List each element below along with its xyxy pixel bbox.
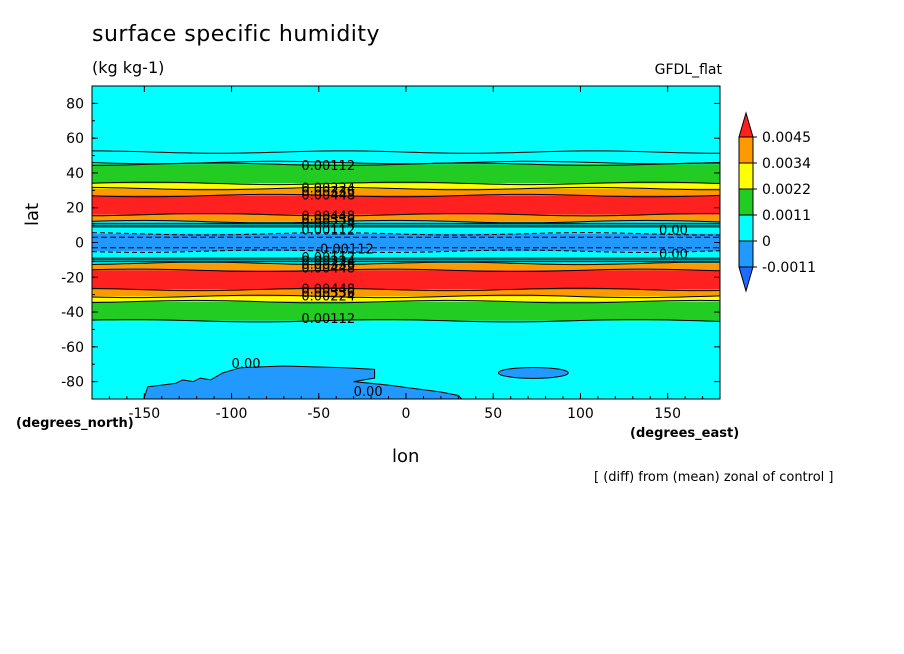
contour-line-12 xyxy=(91,287,721,292)
chart-units: (kg kg-1) xyxy=(92,58,165,77)
x-tick-label-4: 50 xyxy=(484,406,502,422)
contour-line-9 xyxy=(91,249,721,253)
colorbar-label-2: 0.0022 xyxy=(762,182,811,198)
contour-label-10: 0.00224 xyxy=(301,255,355,270)
contour-label-14: 0.00336 xyxy=(301,286,355,301)
contour-label-18: 0.00 xyxy=(354,385,383,400)
contour-line-5 xyxy=(91,193,721,198)
contour-label-20: 0.00 xyxy=(659,248,688,263)
contour-label-1: 0.00224 xyxy=(301,182,355,197)
colorbar-label-5: -0.0011 xyxy=(762,260,816,276)
band-13 xyxy=(92,296,720,302)
contour-line-2 xyxy=(92,162,720,166)
contour-label-16: 0.00112 xyxy=(301,312,355,327)
band-8 xyxy=(92,233,720,252)
x-axis-units: (degrees_east) xyxy=(630,426,740,441)
x-tick-label-3: 0 xyxy=(402,406,411,422)
y-tick-label-0: -80 xyxy=(61,375,84,391)
colorbar-label-4: 0 xyxy=(762,234,771,250)
band-0 xyxy=(92,86,720,153)
contour-line-11 xyxy=(91,268,721,272)
x-axis-label: lon xyxy=(392,446,420,467)
contour-line-10 xyxy=(91,261,720,266)
y-tick-label-4: 0 xyxy=(75,236,84,252)
contour-line-7 xyxy=(91,219,721,224)
x-tick-label-1: -100 xyxy=(216,406,248,422)
band-14 xyxy=(92,301,720,321)
band-6 xyxy=(92,214,720,222)
colorbar-segment-1 xyxy=(738,136,754,164)
contour-label-12: 0.00448 xyxy=(301,262,355,277)
y-tick-label-7: 60 xyxy=(66,131,84,147)
y-tick-label-5: 20 xyxy=(66,201,84,217)
contour-line-15 xyxy=(91,319,721,323)
contour-label-0: 0.00112 xyxy=(301,159,355,174)
x-tick-label-6: 150 xyxy=(654,406,681,422)
x-tick-label-0: -150 xyxy=(128,406,160,422)
contour-label-8: -0.00112 xyxy=(315,242,373,257)
chart-title: surface specific humidity xyxy=(92,22,381,47)
contour-label-6: 0.00224 xyxy=(301,216,355,231)
colorbar-segment-5 xyxy=(738,240,754,268)
colorbar-label-1: 0.0034 xyxy=(762,156,811,172)
band-11 xyxy=(92,270,720,290)
contour-label-4: 0.00448 xyxy=(301,209,355,224)
y-axis-units: (degrees_north) xyxy=(16,416,134,431)
contour-line-4 xyxy=(91,186,720,191)
small-negative-region xyxy=(497,366,569,379)
colorbar-label-3: 0.0011 xyxy=(762,208,811,224)
y-tick-label-2: -40 xyxy=(61,305,84,321)
colorbar-segment-3 xyxy=(738,188,754,216)
contour-line-13 xyxy=(91,294,721,299)
y-tick-label-8: 80 xyxy=(66,96,84,112)
y-tick-label-1: -60 xyxy=(61,340,84,356)
contour-label-5: 0.00336 xyxy=(301,213,355,228)
contour-label-2: 0.00336 xyxy=(301,185,355,200)
x-tick-label-2: -50 xyxy=(307,406,330,422)
x-tick-label-5: 100 xyxy=(567,406,594,422)
contour-line-3 xyxy=(91,181,721,186)
colorbar-top-triangle xyxy=(738,111,754,138)
y-tick-label-6: 40 xyxy=(66,166,84,182)
colorbar-bottom-triangle xyxy=(738,266,754,293)
diff-note: [ (diff) from (mean) zonal of control ] xyxy=(594,470,834,485)
contour-label-15: 0.00224 xyxy=(301,289,355,304)
band-5 xyxy=(92,195,720,215)
band-3 xyxy=(92,183,720,189)
band-10 xyxy=(92,263,720,271)
band-4 xyxy=(92,188,720,196)
contour-label-7: 0.00112 xyxy=(301,223,355,238)
contour-label-19: 0.00 xyxy=(659,223,688,238)
band-2 xyxy=(92,164,720,184)
contour-label-11: 0.00336 xyxy=(301,258,355,273)
contour-line-8 xyxy=(91,232,720,236)
contour-label-17: 0.00 xyxy=(232,357,261,372)
contour-label-3: 0.00448 xyxy=(301,189,355,204)
south-pole-negative-region xyxy=(143,365,464,400)
band-1 xyxy=(92,152,720,163)
contour-line-6 xyxy=(91,213,720,217)
contour-line-14 xyxy=(91,299,721,304)
band-12 xyxy=(92,289,720,297)
colorbar-segment-4 xyxy=(738,214,754,242)
contour-label-9: 0.00112 xyxy=(301,251,355,266)
model-label: GFDL_flat xyxy=(654,62,722,78)
colorbar-segment-2 xyxy=(738,162,754,190)
y-tick-label-3: -20 xyxy=(61,270,84,286)
contour-line-0 xyxy=(92,150,721,154)
colorbar-label-0: 0.0045 xyxy=(762,130,811,146)
contour-label-13: 0.00448 xyxy=(301,282,355,297)
